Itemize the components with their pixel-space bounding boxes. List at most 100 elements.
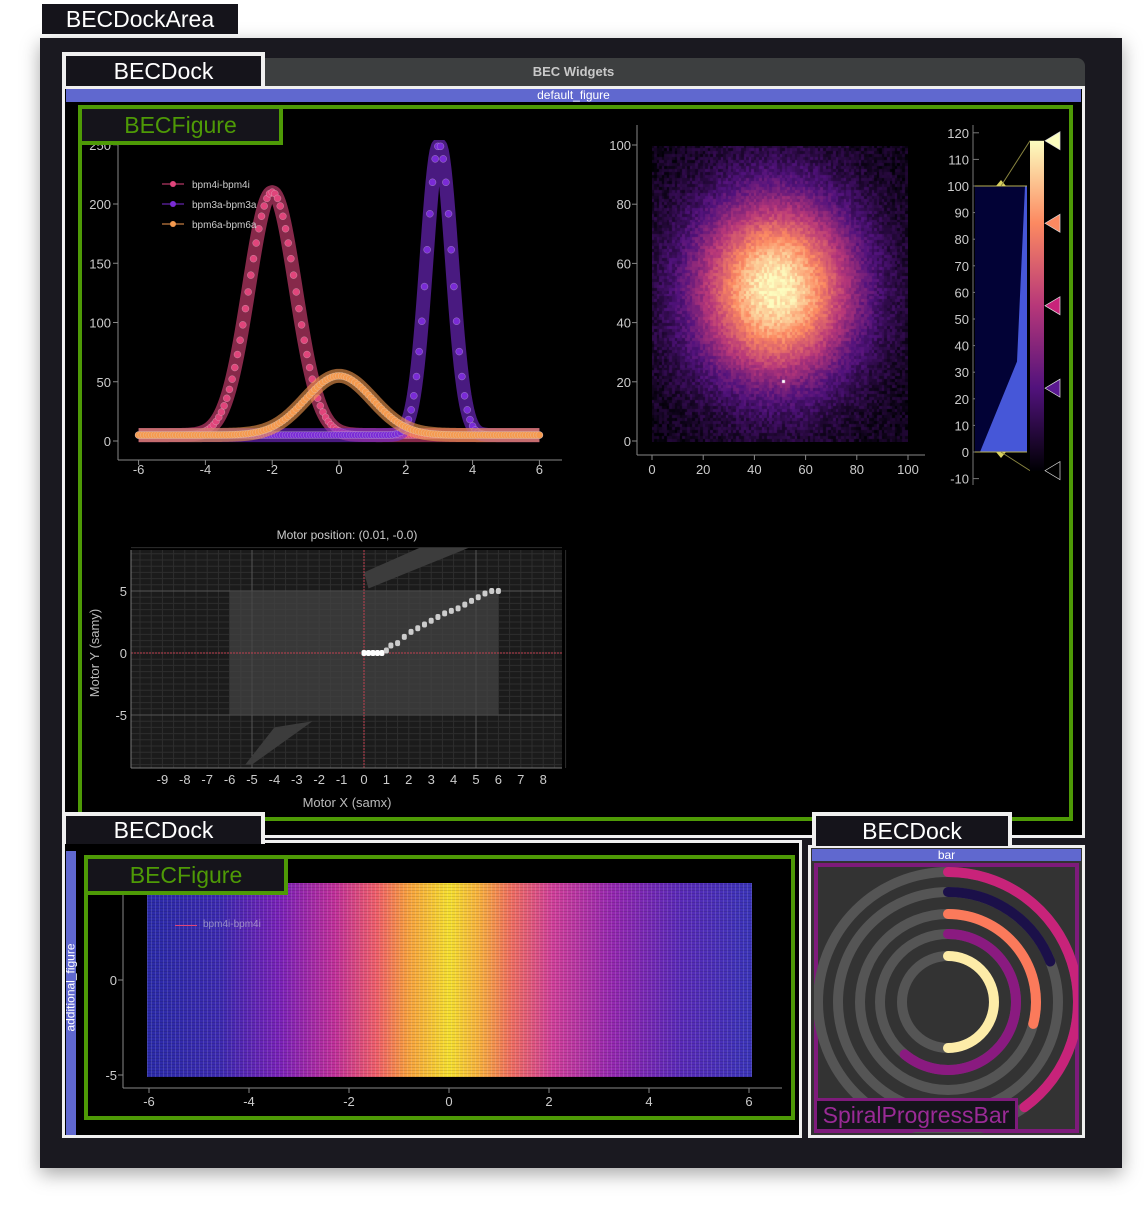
tick-label: 90 xyxy=(955,206,969,221)
tick-label: 50 xyxy=(955,312,969,327)
tick-label: 70 xyxy=(955,259,969,274)
tick-label: 0 xyxy=(104,434,111,449)
data-point xyxy=(282,225,289,232)
data-point xyxy=(422,621,427,627)
data-point xyxy=(449,608,454,614)
data-point xyxy=(395,640,400,646)
waveform-plot[interactable]: -6 -4 -2 0 2 4 6050100150200250 bpm4i-bpm4i bp… xyxy=(82,140,572,485)
data-point xyxy=(496,588,501,594)
y-axis-label: Motor Y (samy) xyxy=(87,609,102,697)
tick-label: 60 xyxy=(617,256,631,271)
data-point xyxy=(448,246,455,253)
data-point xyxy=(234,351,241,358)
tick-label: 5 xyxy=(120,584,127,599)
data-point xyxy=(366,650,371,656)
spiral-progress-bar[interactable] xyxy=(814,863,1078,1133)
tick-label: -2 xyxy=(313,772,325,787)
data-point xyxy=(416,348,423,355)
data-point xyxy=(461,392,468,399)
dock-area-label: BECDockArea xyxy=(42,4,238,34)
tick-label: 3 xyxy=(428,772,435,787)
data-point xyxy=(226,386,233,393)
colorbar-histogram[interactable]: 1201101009080706050403020100-10 xyxy=(935,120,1065,492)
tick-label: 20 xyxy=(617,375,631,390)
data-point xyxy=(410,392,417,399)
tick-label: -10 xyxy=(950,472,969,487)
data-point xyxy=(250,255,257,262)
gradient-stop-handle xyxy=(1045,214,1060,232)
tick-label: 5 xyxy=(472,772,479,787)
data-point xyxy=(440,155,447,162)
tick-label: 120 xyxy=(947,126,969,141)
data-point xyxy=(432,155,439,162)
tick-label: 110 xyxy=(948,152,969,167)
dock-label: BECDock xyxy=(62,52,265,86)
tick-label: 0 xyxy=(120,646,127,661)
tick-label: 80 xyxy=(955,232,969,247)
tick-label: -8 xyxy=(179,772,191,787)
tick-label: -1 xyxy=(336,772,348,787)
tick-label: 40 xyxy=(955,339,969,354)
gradient-stop-handle xyxy=(1045,379,1060,397)
tick-label: 4 xyxy=(645,1094,652,1109)
data-point xyxy=(464,406,471,413)
tick-label: -5 xyxy=(105,1068,117,1083)
tick-label: 100 xyxy=(897,462,919,477)
tick-label: 4 xyxy=(450,772,457,787)
gradient-stop-handle xyxy=(1045,297,1060,315)
data-point xyxy=(384,648,389,654)
data-point xyxy=(418,318,425,325)
data-point xyxy=(375,650,380,656)
tick-label: 7 xyxy=(517,772,524,787)
data-point xyxy=(437,143,444,150)
data-point xyxy=(458,373,465,380)
data-point xyxy=(223,395,230,402)
data-point xyxy=(408,406,415,413)
dock-title-bar[interactable]: bar xyxy=(812,849,1081,861)
data-point xyxy=(370,650,375,656)
tick-label: -9 xyxy=(157,772,169,787)
tick-label: 30 xyxy=(955,365,969,380)
spiral-label: SpiralProgressBar xyxy=(814,1098,1018,1132)
motor-map-plot[interactable]: -9 -8 -7 -6 -5 -4 -3 -2 -1 0 1 2 3 4 5 6 7 850-5 Motor po… xyxy=(82,520,572,815)
legend: bpm4i-bpm4i bpm3a-bpm3a bpm6a-bpm6a xyxy=(162,180,257,231)
tick-label: 60 xyxy=(955,285,969,300)
data-point xyxy=(402,634,407,640)
data-point xyxy=(445,210,452,217)
data-point xyxy=(435,614,440,620)
data-point xyxy=(476,594,481,600)
data-point xyxy=(221,402,228,409)
data-point xyxy=(231,364,238,371)
dock-label: BECDock xyxy=(812,812,1012,846)
data-point xyxy=(462,602,467,608)
data-point xyxy=(285,240,292,247)
tick-label: -6 xyxy=(133,462,145,477)
tick-label: -4 xyxy=(200,462,212,477)
tick-label: 200 xyxy=(89,197,111,212)
data-point xyxy=(317,402,324,409)
data-point xyxy=(258,213,265,220)
data-point xyxy=(242,305,249,312)
tick-label: -4 xyxy=(243,1094,255,1109)
data-point xyxy=(293,288,300,295)
data-point xyxy=(379,650,384,656)
data-point xyxy=(482,590,487,596)
level-link xyxy=(1001,452,1030,471)
dock-title-bar[interactable]: additional_figure xyxy=(66,851,76,1135)
tick-label: -4 xyxy=(269,772,281,787)
tick-label: 2 xyxy=(402,462,409,477)
tick-label: 60 xyxy=(798,462,812,477)
data-point xyxy=(426,210,433,217)
tick-label: 50 xyxy=(97,375,111,390)
tick-label: 10 xyxy=(955,418,969,433)
data-point xyxy=(306,364,313,371)
tick-label: 0 xyxy=(962,445,969,460)
tick-label: -2 xyxy=(343,1094,355,1109)
data-point xyxy=(239,321,246,328)
tick-label: -6 xyxy=(224,772,236,787)
data-point xyxy=(303,351,310,358)
data-point xyxy=(424,246,431,253)
tick-label: 2 xyxy=(545,1094,552,1109)
legend-item: bpm4i-bpm4i xyxy=(192,180,250,191)
dock-title-bar[interactable]: default_figure xyxy=(66,89,1081,102)
